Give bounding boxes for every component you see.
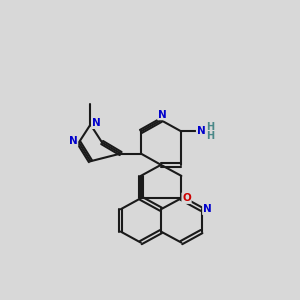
Text: N: N: [158, 110, 167, 119]
Text: O: O: [182, 193, 191, 203]
Text: N: N: [203, 204, 212, 214]
Text: H: H: [206, 131, 214, 141]
Text: N: N: [197, 126, 206, 136]
Text: N: N: [69, 136, 77, 146]
Text: N: N: [92, 118, 100, 128]
Text: H: H: [206, 122, 214, 132]
